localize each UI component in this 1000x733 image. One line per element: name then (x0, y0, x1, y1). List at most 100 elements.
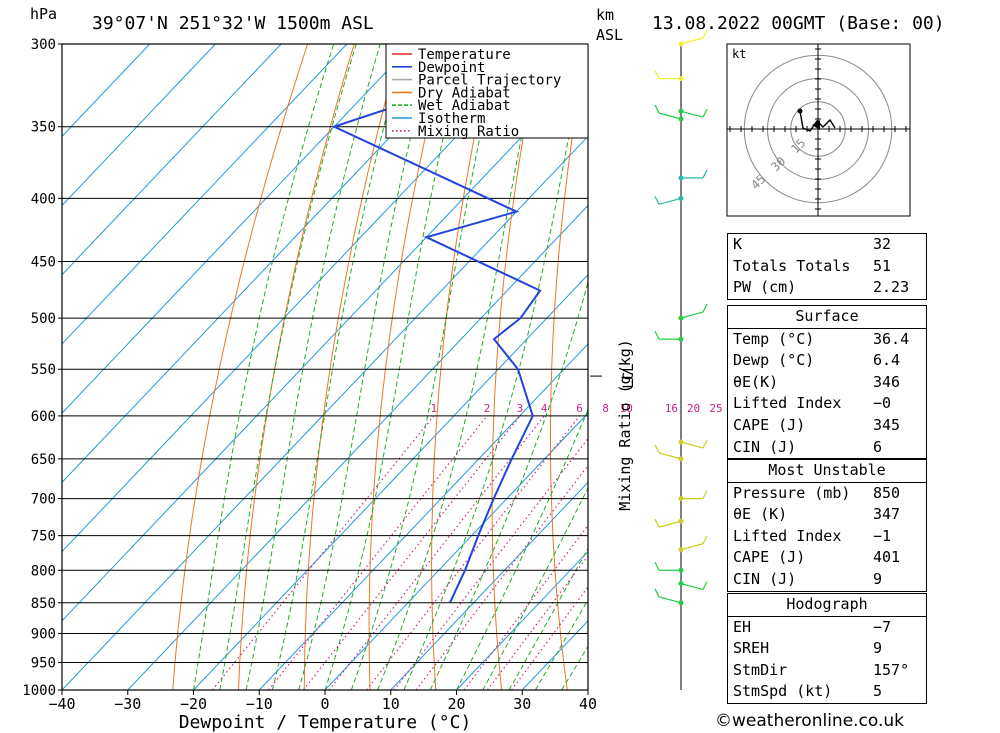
index-row: K 32 (728, 234, 926, 256)
wind-barb (680, 37, 704, 45)
mixing-ratio-label: 2 (484, 402, 491, 415)
wind-barb-feather (654, 104, 660, 114)
pressure-tick-label: 350 (31, 120, 56, 136)
mixing-ratio-label: 4 (541, 402, 548, 415)
legend-entry: Isotherm (418, 111, 485, 127)
hodograph-value: 157° (873, 660, 910, 679)
most-unstable-label: CIN (J) (733, 569, 797, 588)
mixing-ratio-line (366, 415, 581, 690)
credit-link[interactable]: ©weatheronline.co.uk (715, 711, 905, 731)
pressure-tick-label: 550 (31, 362, 56, 378)
index-row: Totals Totals 51 (728, 256, 926, 278)
most-unstable-value: 401 (873, 548, 901, 567)
wet-adiabat-line (482, 486, 588, 690)
most-unstable-title: Most Unstable (728, 460, 926, 483)
legend-entry: Dry Adiabat (418, 85, 511, 101)
dry-adiabat-line (172, 44, 309, 690)
location-title: 39°07'N 251°32'W 1500m ASL (92, 13, 374, 34)
hodograph-label: StmSpd (kt) (733, 682, 833, 701)
pressure-tick-label: 750 (31, 529, 56, 545)
mixing-ratio-label: 8 (602, 402, 609, 415)
index-label: K (733, 235, 743, 253)
wind-barb-feather (654, 588, 660, 598)
wind-barb (658, 520, 682, 528)
surface-row: θE(K) 346 (728, 372, 926, 394)
wind-barb (658, 112, 682, 120)
hodograph-value: −7 (873, 617, 892, 636)
index-row: PW (cm) 2.23 (728, 277, 926, 299)
hodograph-row: EH −7 (728, 617, 926, 639)
wind-barb-feather (654, 444, 660, 454)
pressure-tick-label: 650 (31, 452, 56, 468)
wet-adiabat-line (245, 44, 381, 690)
most-unstable-row: Pressure (mb) 850 (728, 483, 926, 505)
surface-label: Dewp (°C) (733, 351, 815, 370)
hodograph-value: 5 (873, 682, 883, 701)
wet-adiabat-line (324, 44, 466, 690)
wind-barb-feather (702, 535, 708, 545)
wet-adiabat-line (456, 408, 588, 690)
index-value: 2.23 (873, 278, 910, 297)
hodograph-label: EH (733, 617, 752, 636)
most-unstable-value: 850 (873, 483, 901, 502)
pressure-tick-label: 400 (31, 191, 56, 207)
isotherm-line (62, 44, 282, 276)
dry-adiabat-line (960, 44, 1000, 690)
wind-barb-feather (654, 518, 660, 528)
wet-adiabat-line (403, 44, 588, 690)
mixing-ratio-line (487, 554, 588, 690)
most-unstable-panel: Most Unstable Pressure (mb) 850 θE (K) 347 L… (727, 459, 927, 592)
isotherm-line (62, 44, 216, 207)
wind-barb (680, 110, 704, 118)
pressure-tick-label: 600 (31, 409, 56, 425)
wind-barb-feather (654, 562, 660, 571)
surface-panel: Surface Temp (°C) 36.4 Dewp (°C) 6.4 θE(K) 34… (727, 305, 927, 460)
hodograph-row: StmDir 157° (728, 660, 926, 682)
wet-adiabat-line (508, 547, 588, 690)
wind-barb-feather (702, 169, 708, 179)
wet-adiabat-line (429, 280, 588, 690)
index-label: Totals Totals (733, 256, 851, 275)
temperature-tick-label: −20 (180, 695, 207, 713)
most-unstable-label: Pressure (mb) (733, 483, 851, 502)
mixing-ratio-line (211, 415, 435, 690)
dry-adiabat-line (550, 44, 588, 690)
most-unstable-label: θE (K) (733, 505, 788, 524)
wind-barb (658, 452, 682, 460)
surface-row: CIN (J) 6 (728, 437, 926, 459)
wet-adiabat-line (219, 44, 357, 690)
pressure-unit-label: hPa (30, 5, 57, 23)
storm-motion-marker (812, 120, 820, 130)
most-unstable-value: −1 (873, 526, 892, 545)
pressure-tick-label: 800 (31, 563, 56, 579)
mixing-ratio-label: 20 (687, 402, 700, 415)
legend-entry: Temperature (418, 47, 511, 63)
pressure-tick-label: 900 (31, 626, 56, 642)
legend-entry: Mixing Ratio (418, 124, 519, 140)
isotherm-line (62, 44, 151, 138)
most-unstable-value: 9 (873, 569, 883, 588)
legend-entry: Dewpoint (418, 60, 485, 76)
mixing-ratio-line (393, 437, 588, 690)
isotherm-line (62, 44, 414, 414)
hodograph-row: SREH 9 (728, 638, 926, 660)
wet-adiabat-line (350, 44, 501, 690)
surface-label: CAPE (J) (733, 415, 806, 434)
wind-barb-feather (702, 29, 708, 39)
surface-value: 6.4 (873, 351, 901, 370)
isotherm-line (390, 481, 588, 690)
most-unstable-label: Lifted Index (733, 526, 842, 545)
surface-row: Dewp (°C) 6.4 (728, 350, 926, 372)
wind-barb (680, 311, 704, 319)
hodograph-trace (799, 110, 836, 132)
wind-barb (680, 543, 704, 551)
isotherm-line (324, 412, 588, 690)
surface-label: CIN (J) (733, 437, 797, 456)
temperature-tick-label: 20 (447, 695, 465, 713)
surface-value: 346 (873, 372, 901, 391)
mixing-ratio-label: 16 (665, 402, 678, 415)
surface-row: CAPE (J) 345 (728, 415, 926, 437)
hodograph-params-panel: Hodograph EH −7 SREH 9 StmDir 157° StmSpd (kt)… (727, 593, 927, 704)
dry-adiabat-line (368, 44, 448, 690)
